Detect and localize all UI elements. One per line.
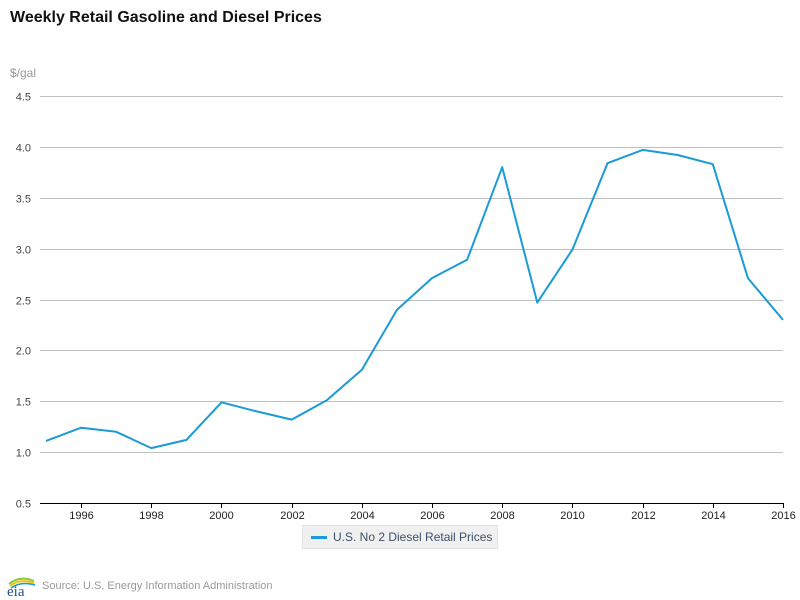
- chart-title: Weekly Retail Gasoline and Diesel Prices: [10, 9, 322, 26]
- x-axis: 1996 1998 2000 2002 2004 2006 2008 2010 2012 2014…: [40, 503, 796, 522]
- legend-label-diesel: U.S. No 2 Diesel Retail Prices: [333, 530, 493, 544]
- data-point-2008[interactable]: [496, 161, 508, 173]
- data-point-1997[interactable]: [110, 426, 122, 438]
- y-tick-label: 3.5: [16, 194, 31, 206]
- x-tick-label: 2014: [701, 510, 725, 522]
- logo-arc-blue: [10, 582, 36, 589]
- data-point-2005[interactable]: [391, 304, 403, 316]
- data-point-2006[interactable]: [426, 272, 438, 284]
- x-tick-label: 2010: [560, 510, 584, 522]
- data-point-2015[interactable]: [742, 272, 754, 284]
- data-point-2014[interactable]: [707, 158, 719, 170]
- legend-swatch-diesel: [311, 535, 327, 539]
- data-point-1999[interactable]: [180, 434, 192, 446]
- data-point-2000[interactable]: [216, 396, 228, 408]
- data-point-2010[interactable]: [566, 244, 578, 256]
- data-point-2013[interactable]: [672, 149, 684, 161]
- y-tick-label: 1.0: [16, 448, 31, 460]
- y-tick-label: 3.0: [16, 245, 31, 257]
- data-point-2009[interactable]: [531, 297, 543, 309]
- series-line-diesel[interactable]: [45, 148, 784, 450]
- data-point-2001[interactable]: [251, 405, 263, 417]
- y-axis-ticks: 0.5 1.0 1.5 2.0 2.5 3.0 3.5 4.0 4.5: [16, 92, 31, 511]
- x-tick-label: 1998: [139, 510, 163, 522]
- data-point-2004[interactable]: [356, 364, 368, 376]
- x-tick-label: 2006: [420, 510, 444, 522]
- y-tick-label: 4.5: [16, 92, 31, 104]
- x-tick-label: 2012: [631, 510, 655, 522]
- y-tick-label: 4.0: [16, 143, 31, 155]
- x-tick-label: 2008: [490, 510, 514, 522]
- data-point-2002[interactable]: [286, 414, 298, 426]
- eia-logo-icon[interactable]: eia: [4, 573, 38, 597]
- x-tick-label: 1996: [69, 510, 93, 522]
- y-axis-unit-label: $/gal: [10, 66, 37, 80]
- data-point-2011[interactable]: [602, 157, 614, 169]
- data-point-2012[interactable]: [637, 144, 649, 156]
- data-point-1998[interactable]: [145, 442, 157, 454]
- gridlines: [40, 96, 783, 453]
- source-note: Source: U.S. Energy Information Administ…: [42, 580, 273, 592]
- logo-arc-green: [8, 577, 35, 585]
- x-tick-label: 2004: [350, 510, 374, 522]
- y-tick-label: 0.5: [16, 499, 31, 511]
- data-point-2016[interactable]: [777, 314, 789, 326]
- y-tick-label: 2.0: [16, 346, 31, 358]
- y-tick-label: 2.5: [16, 296, 31, 308]
- logo-text: eia: [7, 584, 25, 597]
- data-point-2007[interactable]: [461, 254, 473, 266]
- y-tick-label: 1.5: [16, 397, 31, 409]
- data-point-1996[interactable]: [75, 422, 87, 434]
- x-tick-label: 2016: [771, 510, 795, 522]
- x-tick-label: 2000: [209, 510, 233, 522]
- legend[interactable]: U.S. No 2 Diesel Retail Prices: [302, 525, 498, 549]
- data-point-2003[interactable]: [321, 394, 333, 406]
- data-point-1995[interactable]: [40, 435, 52, 447]
- series-layer: [40, 144, 789, 454]
- x-tick-label: 2002: [280, 510, 304, 522]
- logo-arc-yellow: [9, 580, 35, 587]
